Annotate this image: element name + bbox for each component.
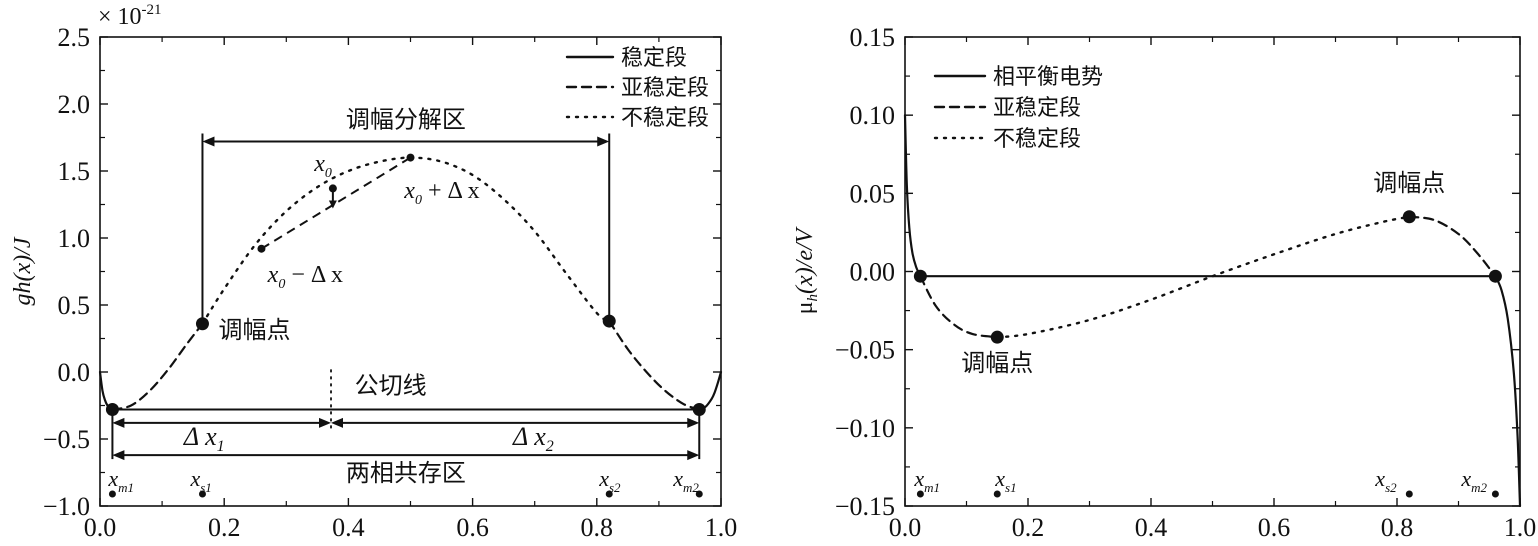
legend-entry-2: 不稳定段 (993, 126, 1081, 151)
series-solid-4 (698, 370, 723, 411)
bottom-marker-dot (1491, 490, 1499, 498)
x0-plus-dx-label: x0 + Δ x (403, 178, 479, 208)
series-dashed-4 (1408, 215, 1497, 278)
x0-minus-dx-label: x0 − Δ x (267, 262, 343, 292)
y-tick-label: 0.10 (850, 101, 896, 130)
curve-point-1 (990, 330, 1004, 344)
bottom-marker-label-m2: xm2 (1460, 466, 1487, 495)
dx1-arrow-head-right (319, 417, 332, 428)
y-tick-label: 1.5 (58, 157, 91, 186)
dx1-label: Δ x1 (183, 422, 225, 455)
series-dotted-3 (996, 215, 1411, 339)
y-axis-title: gh(x)/J (10, 236, 36, 305)
x-tick-label: 0.4 (1135, 513, 1168, 542)
x-tick-label: 1.0 (705, 513, 738, 542)
spinodal-point-lower-label: 调幅点 (961, 350, 1033, 377)
bottom-marker-dot (695, 490, 703, 498)
bottom-marker-dot (605, 490, 613, 498)
legend-entry-0: 稳定段 (621, 45, 687, 70)
x-tick-label: 0.0 (889, 513, 922, 542)
two-phase-region-label: 两相共存区 (346, 460, 466, 487)
y-tick-label: 1.0 (58, 224, 91, 253)
bottom-marker-label-m1: xm1 (107, 466, 134, 495)
dx1-arrow-head-left (112, 417, 125, 428)
x-tick-label: 0.6 (456, 513, 489, 542)
two-phase-arrow-head-left (112, 450, 125, 461)
legend-entry-2: 不稳定段 (621, 105, 709, 130)
bottom-marker-label-m2: xm2 (672, 466, 699, 495)
legend-entry-1: 亚稳定段 (993, 95, 1081, 120)
y-tick-label: 0.5 (58, 291, 91, 320)
legend-entry-1: 亚稳定段 (621, 75, 709, 100)
bottom-marker-dot (198, 490, 206, 498)
y-tick-label: −0.5 (43, 425, 90, 454)
bottom-marker-dot (1405, 490, 1413, 498)
y-tick-label: −0.05 (835, 336, 895, 365)
x-tick-label: 0.2 (1012, 513, 1045, 542)
y-axis-title: μh(x)/e/V (792, 226, 821, 314)
bottom-marker-dot (916, 490, 924, 498)
bottom-marker-label-m1: xm1 (913, 466, 940, 495)
series-dashed-1 (111, 322, 204, 411)
curve-point-3 (1488, 269, 1502, 283)
dx2-arrow-head-right (687, 417, 700, 428)
curve-point-2 (1402, 210, 1416, 224)
y-tick-label: 0.0 (58, 358, 91, 387)
y-tick-label: 2.5 (58, 23, 91, 52)
legend-entry-0: 相平衡电势 (993, 64, 1103, 89)
bottom-marker-dot (993, 490, 1001, 498)
bottom-marker-label-s1: xs1 (189, 466, 211, 495)
spinodal-point-label: 调幅点 (218, 317, 290, 344)
y-tick-label: −0.15 (835, 492, 895, 521)
x-tick-label: 0.6 (1258, 513, 1291, 542)
x-tick-label: 0.8 (581, 513, 614, 542)
chart-right: 0.0 0.2 0.4 0.6 0.8 1.0 −0.15 −0.10 −0.05 0.00 0.0… (792, 23, 1536, 542)
x0-chord (260, 156, 412, 250)
y-tick-label: 0.05 (850, 179, 896, 208)
bottom-marker-label-s2: xs2 (1374, 466, 1397, 495)
x-tick-label: 0.2 (208, 513, 241, 542)
y-tick-label: 0.00 (850, 258, 896, 287)
spinodal-arrow-head-left (202, 136, 215, 147)
series-solid-5 (1494, 275, 1522, 508)
curve-point-0 (913, 269, 927, 283)
dx2-arrow-head-left (331, 417, 344, 428)
series-dashed-2 (919, 275, 999, 339)
x-tick-label: 1.0 (1504, 513, 1537, 542)
spinodal-point-upper-label: 调幅点 (1373, 170, 1445, 197)
common-tangent-label: 公切线 (355, 372, 427, 399)
bottom-marker-label-s2: xs2 (598, 466, 621, 495)
x-tick-label: 0.4 (332, 513, 365, 542)
spinodal-arrow-head-right (597, 136, 610, 147)
chart-left: 0.0 0.2 0.4 0.6 0.8 1.0 −1.0 −0.5 0.0 0.5 1.0 1.5 2.… (10, 2, 737, 542)
y-tick-label: −0.10 (835, 414, 895, 443)
x-tick-label: 0.0 (84, 513, 117, 542)
x0-label: x0 (313, 151, 332, 181)
spinodal-region-label: 调幅分解区 (346, 107, 466, 134)
two-phase-arrow-head-right (687, 450, 700, 461)
series-dashed-3 (608, 319, 701, 411)
y-tick-label: 0.15 (850, 23, 896, 52)
x-tick-label: 0.8 (1381, 513, 1414, 542)
dx2-label: Δ x2 (512, 422, 554, 455)
series-solid-0 (903, 114, 922, 278)
bottom-marker-label-s1: xs1 (994, 466, 1016, 495)
y-exponent-label: × 10-21 (98, 2, 162, 30)
bottom-marker-dot (108, 490, 116, 498)
y-tick-label: 2.0 (58, 90, 91, 119)
y-tick-label: −1.0 (43, 492, 90, 521)
